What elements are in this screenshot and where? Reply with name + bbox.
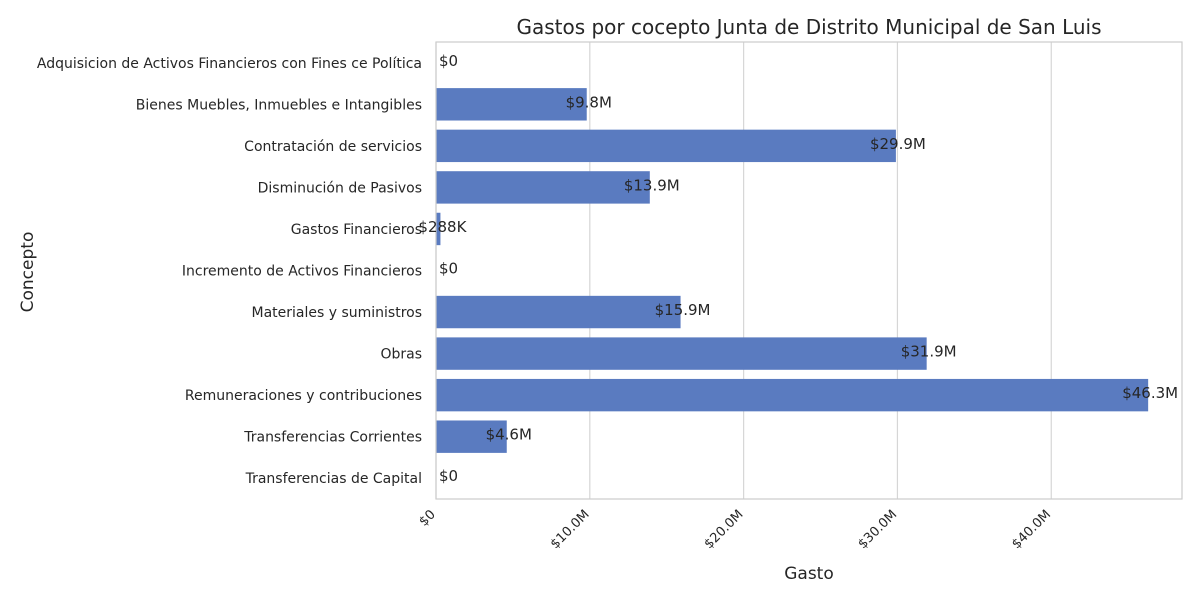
data-label: $0 bbox=[439, 260, 458, 278]
y-tick-label: Contratación de servicios bbox=[244, 139, 422, 155]
bar bbox=[436, 212, 441, 246]
x-tick-label: $40.0M bbox=[1009, 507, 1054, 552]
y-tick-label: Transferencias de Capital bbox=[245, 471, 422, 487]
x-tick-label: $10.0M bbox=[548, 507, 593, 552]
data-labels: $0 $9.8M $29.9M $13.9M $288K $0 $15.9M $31.9M $4… bbox=[418, 52, 1178, 485]
data-label: $9.8M bbox=[566, 93, 612, 111]
y-tick-label: Remuneraciones y contribuciones bbox=[185, 388, 422, 404]
bar bbox=[436, 378, 1149, 412]
y-tick-label: Disminución de Pasivos bbox=[258, 180, 422, 196]
bars bbox=[436, 88, 1149, 453]
chart-title: Gastos por cocepto Junta de Distrito Mun… bbox=[516, 15, 1101, 39]
x-tick-label: $20.0M bbox=[702, 507, 747, 552]
y-tick-label: Transferencias Corrientes bbox=[243, 430, 422, 446]
bar bbox=[436, 420, 507, 453]
y-tick-label: Adquisicion de Activos Financieros con F… bbox=[37, 56, 422, 72]
data-label: $0 bbox=[439, 467, 458, 485]
x-tick-label: $0 bbox=[417, 507, 439, 529]
y-tick-labels: Adquisicion de Activos Financieros con F… bbox=[37, 56, 422, 487]
data-label: $13.9M bbox=[624, 176, 680, 194]
plot-frame bbox=[435, 41, 1183, 500]
x-axis-label: Gasto bbox=[784, 564, 834, 584]
y-tick-label: Gastos Financieros bbox=[291, 222, 422, 238]
y-axis-label: Concepto bbox=[18, 232, 38, 313]
bar bbox=[436, 337, 927, 370]
bar bbox=[436, 295, 681, 329]
x-tick-label: $30.0M bbox=[855, 507, 900, 552]
data-label: $0 bbox=[439, 52, 458, 70]
bar bbox=[436, 88, 587, 121]
data-label: $4.6M bbox=[486, 426, 532, 444]
data-label: $15.9M bbox=[655, 301, 711, 319]
bar bbox=[436, 129, 896, 163]
data-label: $31.9M bbox=[901, 343, 957, 361]
y-tick-label: Obras bbox=[380, 347, 422, 363]
y-tick-label: Bienes Muebles, Inmuebles e Intangibles bbox=[136, 97, 422, 113]
data-label: $288K bbox=[418, 218, 467, 236]
bar bbox=[436, 171, 650, 204]
x-tick-labels: $0 $10.0M $20.0M $30.0M $40.0M bbox=[417, 507, 1055, 552]
y-tick-label: Materiales y suministros bbox=[251, 305, 422, 321]
y-tick-label: Incremento de Activos Financieros bbox=[182, 264, 422, 280]
data-label: $46.3M bbox=[1122, 384, 1178, 402]
data-label: $29.9M bbox=[870, 135, 926, 153]
